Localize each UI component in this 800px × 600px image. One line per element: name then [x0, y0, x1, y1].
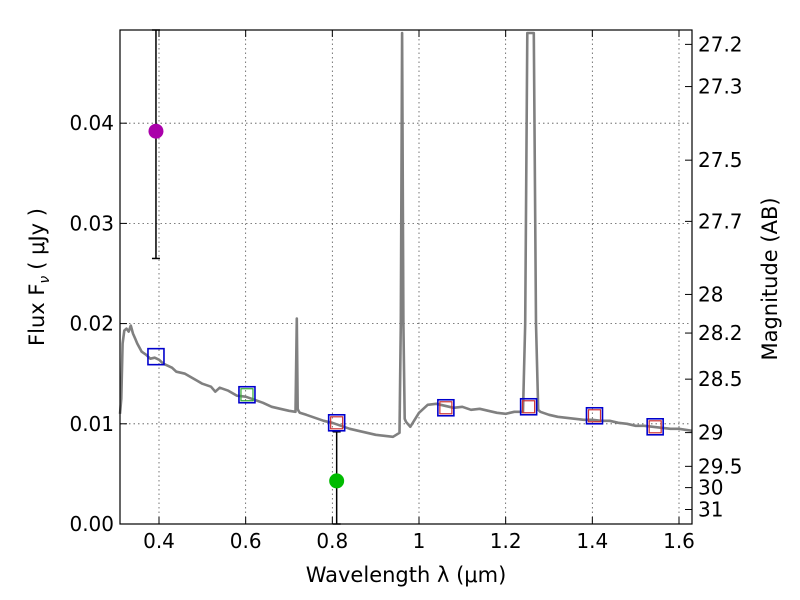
measured-points — [148, 123, 345, 489]
model-band-marker — [648, 420, 662, 434]
y-tick-label: 0.03 — [69, 211, 114, 235]
model-band-marker — [330, 416, 344, 430]
grid-lines — [120, 30, 692, 525]
photometry-box — [437, 398, 455, 417]
photometry-box — [238, 385, 256, 404]
y-axis-label-subscript: ν — [37, 276, 53, 284]
magnitude-axis-label: Magnitude (AB) — [758, 197, 782, 360]
y-tick-label: 0.00 — [69, 512, 114, 536]
magnitude-tick-label: 28 — [698, 282, 723, 306]
x-tick-label: 1.6 — [663, 529, 695, 553]
x-axis-ticks: 0.4 0.6 0.8 1 1.2 1.4 1.6 — [143, 30, 695, 553]
x-tick-label: 0.8 — [316, 529, 348, 553]
x-tick-label: 1.2 — [490, 529, 522, 553]
x-tick-label: 0.6 — [230, 529, 262, 553]
photometry-boxes — [147, 347, 664, 436]
y-tick-label: 0.01 — [69, 412, 114, 436]
magnitude-tick-label: 27.3 — [698, 75, 743, 99]
x-axis-label: Wavelength λ (μm) — [306, 563, 507, 587]
magnitude-tick-label: 29.5 — [698, 454, 743, 478]
model-band-marker — [587, 409, 602, 423]
magnitude-tick-label: 27.7 — [698, 209, 743, 233]
x-tick-label: 1.4 — [576, 529, 608, 553]
x-tick-label: 0.4 — [143, 529, 175, 553]
data-point — [148, 123, 164, 139]
photometry-box — [646, 418, 664, 436]
data-point — [329, 473, 345, 489]
y-tick-label: 0.02 — [69, 312, 114, 336]
y-axis-label: Flux Fν ( μJy ) — [25, 208, 53, 346]
photometry-box — [519, 397, 538, 416]
magnitude-tick-label: 28.5 — [698, 367, 743, 391]
model-band-marker — [439, 401, 453, 415]
magnitude-tick-label: 27.2 — [698, 32, 743, 56]
model-spectrum-line — [118, 31, 693, 439]
magnitude-tick-label: 27.5 — [698, 148, 743, 172]
magnitude-tick-label: 30 — [698, 476, 723, 500]
photometry-box — [327, 413, 346, 432]
magnitude-tick-label: 28.2 — [698, 321, 743, 345]
magnitude-tick-label: 31 — [698, 498, 723, 522]
model-band-marker — [522, 400, 536, 414]
photometry-box — [147, 347, 165, 366]
magnitude-tick-label: 29 — [698, 421, 723, 445]
photometry-box — [585, 406, 604, 425]
plot-frame — [119, 29, 693, 525]
y-axis-label-text: Flux F — [25, 284, 49, 346]
y-axis-label-unit: ( μJy ) — [25, 208, 49, 270]
y-axis-ticks: 0.00 0.01 0.02 0.03 0.04 — [69, 111, 127, 536]
error-bars — [151, 29, 341, 525]
y-tick-label: 0.04 — [69, 111, 114, 135]
x-tick-label: 1 — [413, 529, 426, 553]
model-band-marker — [240, 388, 254, 402]
